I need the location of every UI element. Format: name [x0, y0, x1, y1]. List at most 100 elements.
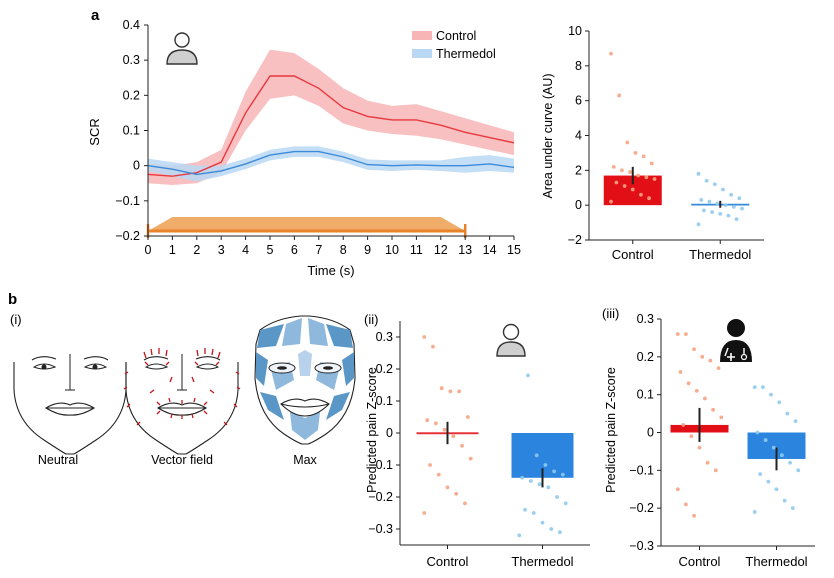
scr-x-tick-label: 0: [145, 243, 152, 257]
scr-x-tick-label: 13: [458, 243, 472, 257]
legend-label-thermedol: Thermedol: [436, 47, 496, 61]
data-point-control: [684, 502, 688, 507]
data-point-thermedol: [755, 430, 760, 435]
data-point-control: [611, 164, 616, 169]
y-tick-label: 0: [575, 198, 582, 212]
data-point-control: [465, 415, 470, 419]
data-point-control: [468, 456, 473, 461]
data-point-thermedol: [520, 475, 525, 480]
data-point-control: [628, 170, 632, 174]
y-tick-label: −0.1: [368, 458, 393, 472]
data-point-control: [686, 381, 691, 386]
data-point-thermedol: [734, 217, 739, 222]
legend-swatch-thermedol: [412, 49, 432, 58]
data-point-thermedol: [721, 187, 725, 192]
data-point-thermedol: [696, 171, 701, 176]
data-point-thermedol: [752, 510, 757, 514]
scr-ylabel: SCR: [87, 118, 102, 145]
data-point-control: [633, 151, 638, 155]
data-point-control: [614, 180, 619, 185]
data-point-control: [451, 434, 456, 439]
data-point-thermedol: [555, 495, 559, 499]
y-tick-label: 0: [386, 426, 393, 440]
data-point-control: [439, 386, 444, 391]
data-point-control: [457, 389, 462, 394]
data-point-thermedol: [740, 206, 744, 211]
data-point-control: [647, 196, 651, 201]
y-tick-label: −0.2: [368, 490, 393, 504]
neutral-face: [13, 354, 127, 455]
data-point-control: [694, 388, 699, 393]
face-label-max: Max: [293, 453, 317, 467]
scr-x-tick-label: 10: [385, 243, 399, 257]
data-point-thermedol: [715, 201, 720, 206]
data-point-thermedol: [531, 511, 536, 515]
x-category-label-thermedol: Thermedol: [745, 554, 807, 569]
y-tick-label: 0.1: [637, 388, 654, 402]
face-label-vector-field: Vector field: [151, 453, 213, 467]
y-tick-label: −0.1: [629, 463, 654, 477]
data-point-control: [681, 423, 686, 427]
scr-y-tick-label: 0.4: [123, 18, 140, 32]
data-point-thermedol: [777, 400, 782, 405]
scr-x-tick-label: 4: [242, 243, 249, 257]
y-tick-label: −0.2: [629, 501, 654, 515]
panel-label-b: b: [8, 291, 17, 308]
data-point-thermedol: [560, 472, 565, 477]
data-point-control: [689, 434, 694, 439]
pain-right-ylabel: Predicted pain Z-score: [604, 367, 618, 493]
data-point-control: [425, 418, 430, 423]
data-point-control: [639, 192, 643, 197]
y-tick-label: −0.3: [629, 539, 654, 553]
y-tick-label: 6: [575, 94, 582, 108]
scr-legend: Control Thermedol: [412, 29, 496, 61]
doctor-icon: [720, 319, 752, 362]
data-point-control: [630, 187, 635, 192]
y-tick-label: −2: [568, 233, 582, 247]
data-point-control: [719, 415, 724, 420]
panel-label-iii: (iii): [602, 306, 619, 321]
data-point-control: [422, 511, 427, 515]
data-point-control: [445, 485, 450, 490]
data-point-control: [675, 332, 680, 337]
legend-label-control: Control: [436, 29, 476, 43]
data-point-thermedol: [543, 463, 548, 467]
data-point-control: [644, 175, 649, 180]
data-point-control: [692, 347, 696, 352]
y-tick-label: 0.3: [376, 330, 393, 344]
data-point-thermedol: [788, 460, 792, 465]
scr-x-tick-label: 15: [507, 243, 521, 257]
data-point-control: [697, 445, 702, 450]
data-point-control: [609, 51, 613, 56]
panel-label-ii: (ii): [364, 312, 378, 327]
data-point-thermedol: [526, 373, 530, 378]
data-point-thermedol: [718, 211, 723, 216]
data-point-thermedol: [699, 198, 704, 202]
data-point-control: [649, 161, 654, 166]
data-point-thermedol: [780, 453, 784, 458]
data-point-thermedol: [729, 192, 734, 197]
data-point-control: [678, 370, 683, 374]
data-point-control: [463, 501, 467, 506]
y-tick-label: 2: [575, 163, 582, 177]
data-point-control: [422, 335, 427, 339]
scr-x-tick-label: 9: [364, 243, 371, 257]
scr-y-tick-label: 0.3: [123, 53, 140, 67]
data-point-control: [625, 140, 630, 145]
scr-xlabel: Time (s): [307, 263, 354, 278]
max-face: [254, 315, 356, 445]
data-point-control: [692, 513, 696, 518]
data-point-control: [684, 332, 688, 337]
faces-panel: Neutral Vector field: [13, 315, 356, 467]
data-point-thermedol: [769, 392, 773, 397]
data-point-thermedol: [766, 479, 771, 484]
data-point-control: [460, 443, 464, 448]
x-category-label-thermedol: Thermedol: [689, 247, 751, 262]
data-point-thermedol: [702, 208, 706, 213]
data-point-control: [711, 407, 715, 412]
data-point-control: [442, 427, 447, 432]
data-point-thermedol: [752, 385, 757, 389]
data-point-thermedol: [771, 445, 776, 450]
scr-x-tick-label: 14: [483, 243, 497, 257]
